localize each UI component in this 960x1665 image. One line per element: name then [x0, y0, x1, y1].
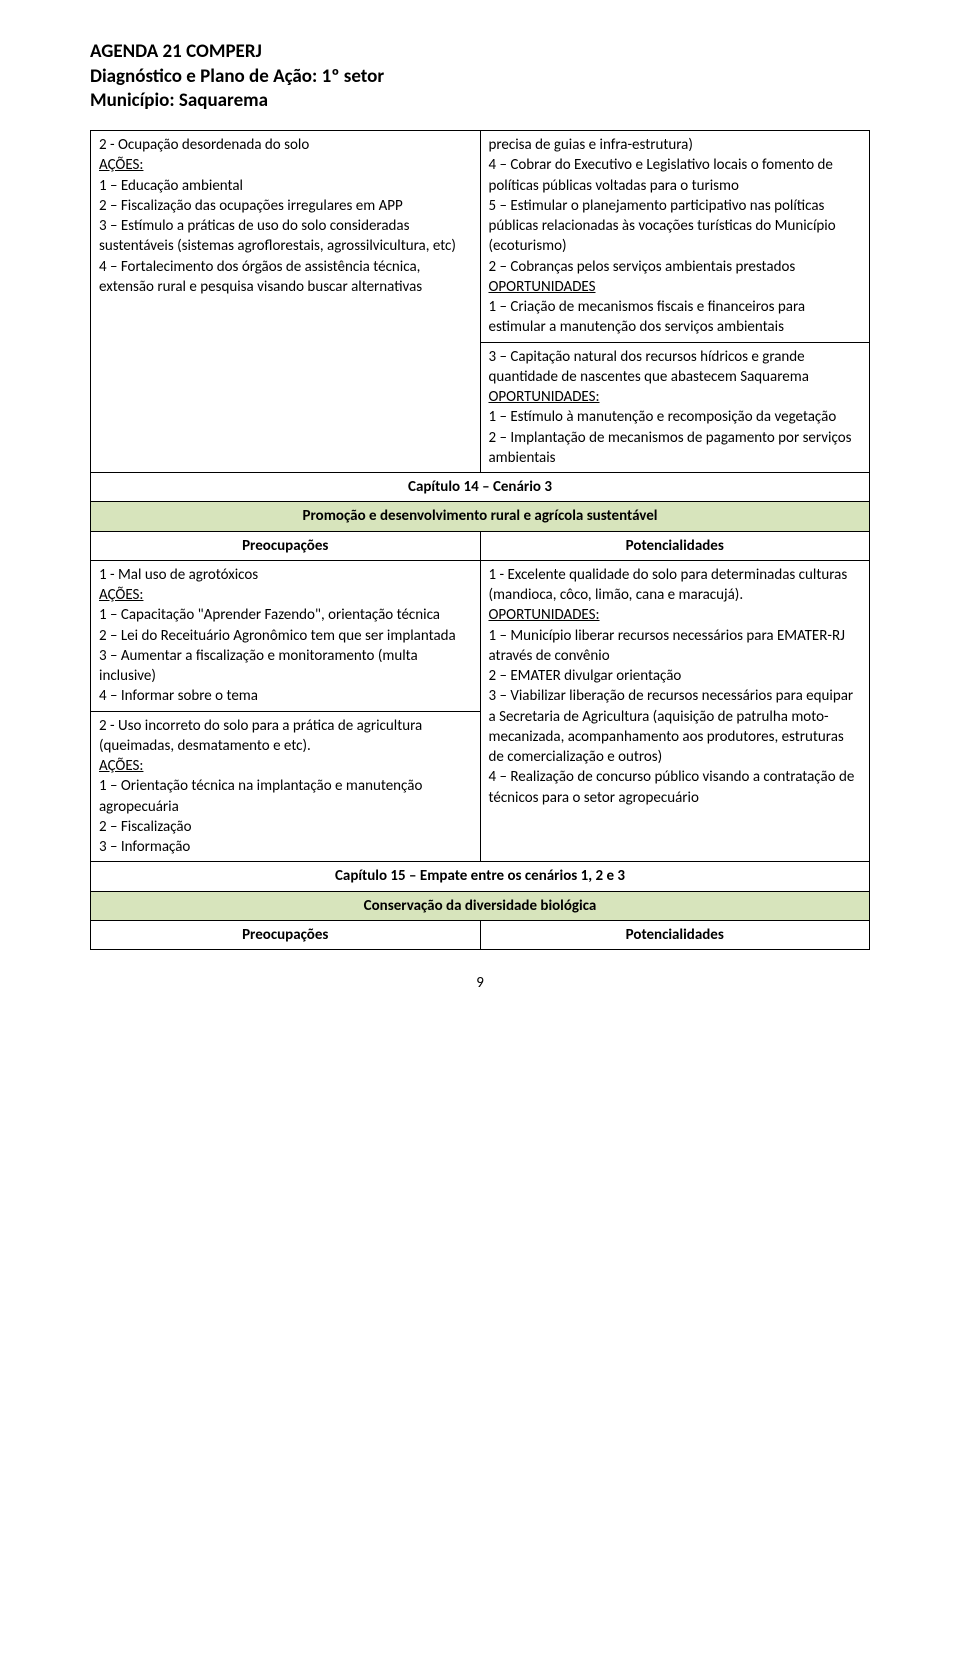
list-item: 2 – Fiscalização	[99, 817, 472, 837]
cell-right-pre-and-cobrancas: precisa de guias e infra-estrutura) 4 – …	[480, 131, 870, 343]
block-para: 1 - Excelente qualidade do solo para det…	[489, 565, 862, 606]
col-header-potencialidades: Potencialidades	[480, 531, 870, 560]
block-title: 3 – Capitação natural dos recursos hídri…	[489, 347, 862, 388]
header-line2: Diagnóstico e Plano de Ação: 1º setor	[90, 65, 870, 90]
list-item: 1 – Orientação técnica na implantação e …	[99, 776, 472, 817]
table-row: Capítulo 15 – Empate entre os cenários 1…	[91, 862, 870, 891]
cell-left-agrotoxicos: 1 - Mal uso de agrotóxicos AÇÕES: 1 – Ca…	[91, 560, 481, 711]
header-line1: AGENDA 21 COMPERJ	[90, 40, 870, 65]
list-item: 1 – Criação de mecanismos fiscais e fina…	[489, 297, 862, 338]
pre-text: 5 – Estimular o planejamento participati…	[489, 196, 862, 257]
table-row: Preocupações Potencialidades	[91, 920, 870, 949]
cell-right-capitacao: 3 – Capitação natural dos recursos hídri…	[480, 342, 870, 473]
table-row: Promoção e desenvolvimento rural e agríc…	[91, 502, 870, 531]
list-item: 3 – Aumentar a fiscalização e monitorame…	[99, 646, 472, 687]
list-item: 3 – Viabilizar liberação de recursos nec…	[489, 686, 862, 767]
acoes-label: AÇÕES:	[99, 585, 472, 605]
cell-left-uso-incorreto: 2 - Uso incorreto do solo para a prática…	[91, 711, 481, 862]
table-row: 2 - Ocupação desordenada do solo AÇÕES: …	[91, 131, 870, 343]
table-row: Conservação da diversidade biológica	[91, 891, 870, 920]
list-item: 2 – Implantação de mecanismos de pagamen…	[489, 428, 862, 469]
list-item: 4 – Realização de concurso público visan…	[489, 767, 862, 808]
pre-text: 4 – Cobrar do Executivo e Legislativo lo…	[489, 155, 862, 196]
cap14-subtitle: Promoção e desenvolvimento rural e agríc…	[91, 502, 870, 531]
list-item: 3 – Estímulo a práticas de uso do solo c…	[99, 216, 472, 257]
block-title: 1 - Mal uso de agrotóxicos	[99, 565, 472, 585]
list-item: 1 – Educação ambiental	[99, 176, 472, 196]
col-header-preocupacoes: Preocupações	[91, 531, 481, 560]
list-item: 2 – Fiscalização das ocupações irregular…	[99, 196, 472, 216]
cap15-subtitle: Conservação da diversidade biológica	[91, 891, 870, 920]
cap15-title: Capítulo 15 – Empate entre os cenários 1…	[91, 862, 870, 891]
content-table: 2 - Ocupação desordenada do solo AÇÕES: …	[90, 130, 870, 950]
doc-header: AGENDA 21 COMPERJ Diagnóstico e Plano de…	[90, 40, 870, 114]
list-item: 1 – Estímulo à manutenção e recomposição…	[489, 407, 862, 427]
acoes-label: AÇÕES:	[99, 155, 472, 175]
list-item: 4 – Fortalecimento dos órgãos de assistê…	[99, 257, 472, 298]
list-item: 2 – EMATER divulgar orientação	[489, 666, 862, 686]
list-item: 1 – Capacitação "Aprender Fazendo", orie…	[99, 605, 472, 625]
block-title: 2 – Cobranças pelos serviços ambientais …	[489, 257, 862, 277]
cell-left-ocupacao: 2 - Ocupação desordenada do solo AÇÕES: …	[91, 131, 481, 473]
cap14-title: Capítulo 14 – Cenário 3	[91, 473, 870, 502]
block-title: 2 - Ocupação desordenada do solo	[99, 135, 472, 155]
page-number: 9	[90, 974, 870, 992]
acoes-label: AÇÕES:	[99, 756, 472, 776]
table-row: Preocupações Potencialidades	[91, 531, 870, 560]
table-row: Capítulo 14 – Cenário 3	[91, 473, 870, 502]
list-item: 2 – Lei do Receituário Agronômico tem qu…	[99, 626, 472, 646]
col-header-potencialidades: Potencialidades	[480, 920, 870, 949]
oport-label: OPORTUNIDADES	[489, 277, 862, 297]
list-item: 1 – Município liberar recursos necessári…	[489, 626, 862, 667]
oport-label: OPORTUNIDADES:	[489, 605, 862, 625]
oport-label: OPORTUNIDADES:	[489, 387, 862, 407]
list-item: 3 – Informação	[99, 837, 472, 857]
table-row: 1 - Mal uso de agrotóxicos AÇÕES: 1 – Ca…	[91, 560, 870, 711]
pre-text: precisa de guias e infra-estrutura)	[489, 135, 862, 155]
block-title: 2 - Uso incorreto do solo para a prática…	[99, 716, 472, 757]
col-header-preocupacoes: Preocupações	[91, 920, 481, 949]
cell-right-qualidade-solo: 1 - Excelente qualidade do solo para det…	[480, 560, 870, 862]
header-line3: Município: Saquarema	[90, 89, 870, 114]
list-item: 4 – Informar sobre o tema	[99, 686, 472, 706]
